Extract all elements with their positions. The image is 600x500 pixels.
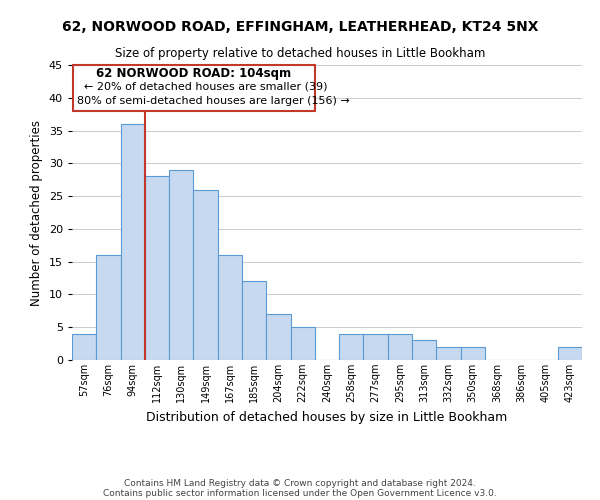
Bar — [364, 334, 388, 360]
Bar — [96, 255, 121, 360]
Bar — [339, 334, 364, 360]
Text: 62, NORWOOD ROAD, EFFINGHAM, LEATHERHEAD, KT24 5NX: 62, NORWOOD ROAD, EFFINGHAM, LEATHERHEAD… — [62, 20, 538, 34]
Bar — [558, 347, 582, 360]
Bar — [266, 314, 290, 360]
Text: Contains HM Land Registry data © Crown copyright and database right 2024.: Contains HM Land Registry data © Crown c… — [124, 478, 476, 488]
Bar — [461, 347, 485, 360]
Bar — [412, 340, 436, 360]
Bar — [242, 282, 266, 360]
X-axis label: Distribution of detached houses by size in Little Bookham: Distribution of detached houses by size … — [146, 410, 508, 424]
Bar — [218, 255, 242, 360]
Bar — [193, 190, 218, 360]
Text: Size of property relative to detached houses in Little Bookham: Size of property relative to detached ho… — [115, 48, 485, 60]
Bar — [169, 170, 193, 360]
Bar — [290, 327, 315, 360]
Bar — [121, 124, 145, 360]
Text: 62 NORWOOD ROAD: 104sqm: 62 NORWOOD ROAD: 104sqm — [97, 67, 292, 80]
Y-axis label: Number of detached properties: Number of detached properties — [30, 120, 43, 306]
Text: ← 20% of detached houses are smaller (39): ← 20% of detached houses are smaller (39… — [84, 82, 328, 92]
Bar — [145, 176, 169, 360]
FancyBboxPatch shape — [73, 65, 315, 111]
Bar — [388, 334, 412, 360]
Bar — [436, 347, 461, 360]
Bar — [72, 334, 96, 360]
Text: Contains public sector information licensed under the Open Government Licence v3: Contains public sector information licen… — [103, 488, 497, 498]
Text: 80% of semi-detached houses are larger (156) →: 80% of semi-detached houses are larger (… — [77, 96, 350, 106]
